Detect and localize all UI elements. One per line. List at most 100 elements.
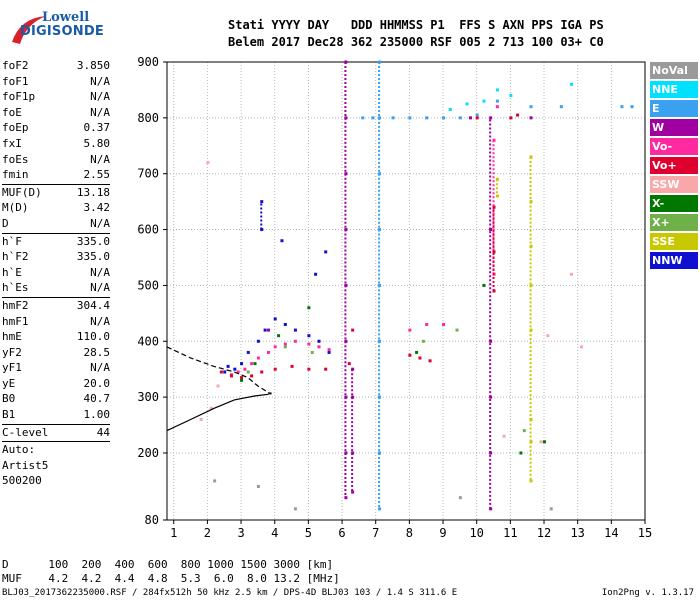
echo-point [307,342,311,346]
echo-point [283,345,287,349]
muf-table-row-muf: MUF 4.2 4.2 4.4 4.8 5.3 6.0 8.0 13.2 [MH… [2,572,340,585]
param-row: B1 1.00 [2,407,110,423]
echo-point [243,367,247,371]
echo-point [620,105,624,109]
echo-point [415,350,419,354]
param-label: fxI [2,136,22,150]
param-value: 13.18 [76,185,110,199]
parameter-sidebar: foF2 3.850 foF1 N/A foF1p N/A foE N/A foEp 0.37 fx… [2,58,110,489]
legend-item-nne: NNE [650,81,698,98]
auto-scaling-line: Auto: [2,443,36,457]
footer-version: Ion2Png v. 1.3.17 [601,588,694,598]
y-tick-label: 900 [137,55,159,69]
y-tick-label: 700 [137,167,159,181]
x-tick-label: 5 [305,526,312,540]
sidebar-separator [2,296,110,298]
sidebar-separator [2,232,110,234]
echo-point [442,323,446,327]
legend-item-vo-: Vo+ [650,157,698,174]
echo-point [213,479,217,483]
legend-item-w: W [650,119,698,136]
muf-table: D 100 200 400 600 800 1000 1500 3000 [km… [2,558,340,586]
param-value: 2.55 [83,168,111,182]
param-label: h`F [2,234,22,248]
echo-point [361,116,365,120]
y-tick-label: 600 [137,223,159,237]
echo-point [347,362,351,366]
x-tick-label: 10 [469,526,483,540]
param-value: 3.850 [76,59,110,72]
y-tick-label: 80 [145,513,159,527]
echo-point [482,99,486,103]
auto-scaling-line: Artist5 [2,458,49,472]
echo-point [307,306,311,310]
sidebar-separator [2,423,110,425]
param-row: yF2 28.5 [2,345,110,361]
trace-line-dashed [166,346,272,395]
param-row: B0 40.7 [2,391,110,407]
param-row: foE N/A [2,105,110,121]
param-label: foEp [2,121,29,135]
echo-point [475,113,479,117]
x-tick-label: 12 [537,526,551,540]
param-row: hmF1 N/A [2,314,110,330]
echo-point [465,102,469,106]
echo-point [425,323,429,327]
param-value: 3.42 [83,201,111,215]
logo-line1: Lowell [42,10,90,25]
param-value: 110.0 [76,330,110,344]
y-tick-label: 400 [137,334,159,348]
param-row: foEp 0.37 [2,120,110,136]
echo-point [351,328,355,332]
echo-point [307,367,311,371]
echo-point [283,342,287,346]
echo-point [263,328,267,332]
param-value: 0.37 [83,121,111,135]
auto-scaling-line: 500200 [2,474,42,488]
echo-point [569,272,573,276]
echo-point [277,334,281,338]
x-tick-label: 13 [570,526,584,540]
echo-point [293,507,297,511]
echo-point [442,116,446,120]
param-row: MUF(D) 13.18 [2,185,110,201]
sidebar-separator [2,441,110,443]
x-tick-label: 1 [170,526,177,540]
param-value: N/A [90,281,110,295]
param-row: h`F 335.0 [2,234,110,250]
echo-point [549,507,553,511]
param-value: 335.0 [76,250,110,264]
param-value: 28.5 [83,345,111,359]
legend: NoVal NNE E W Vo- Vo+ SSW X- X+ SSE NNW [650,62,698,271]
x-tick-label: 2 [204,526,211,540]
echo-point [256,356,260,360]
echo-point [260,200,264,204]
echo-point [529,116,533,120]
echo-point [489,116,493,120]
param-value: N/A [90,216,110,230]
echo-point [425,116,429,120]
param-label: C-level [2,425,49,439]
echo-point [408,116,412,120]
echo-point [226,364,230,368]
echo-point [519,451,523,455]
param-label: B0 [2,392,16,406]
echo-point [509,116,513,120]
echo-point [280,239,284,243]
param-row: fxI 5.80 [2,136,110,152]
echo-point [240,376,244,380]
echo-point [266,350,270,354]
param-label: foEs [2,152,29,166]
y-tick-label: 500 [137,278,159,292]
param-row: foF2 3.850 [2,58,110,74]
y-tick-label: 800 [137,111,159,125]
x-tick-label: 8 [406,526,413,540]
echo-point [266,328,270,332]
echo-point [559,105,563,109]
x-tick-label: 7 [372,526,379,540]
echo-point [492,138,496,142]
echo-point [495,105,499,109]
echo-point [229,374,233,378]
echo-point [317,345,321,349]
echo-point [324,367,328,371]
